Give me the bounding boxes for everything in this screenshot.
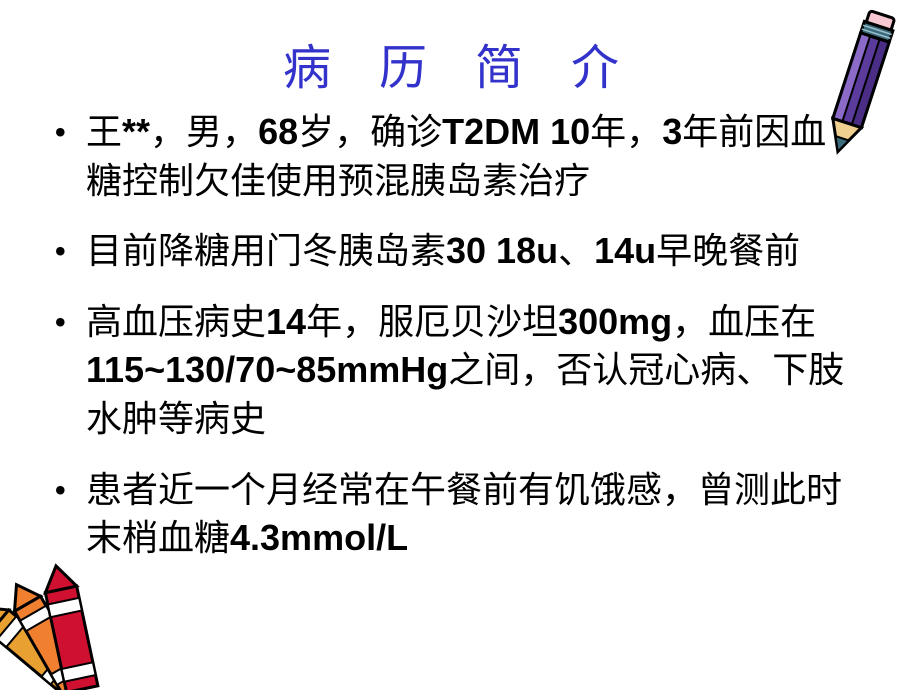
bullet-list: 王**，男，68岁，确诊T2DM 10年，3年前因血糖控制欠佳使用预混胰岛素治疗… xyxy=(0,108,920,563)
body-text: 岁，确诊 xyxy=(298,112,442,152)
slide-title: 病 历 简 介 xyxy=(0,0,920,108)
list-item: 目前降糖用门冬胰岛素30 18u、14u早晚餐前 xyxy=(40,227,850,276)
body-text: 、 xyxy=(558,231,594,271)
bold-text: ** xyxy=(122,111,150,152)
bold-text: 30 18u xyxy=(446,230,558,271)
bold-text: 4.3mmol/L xyxy=(230,517,408,558)
list-item: 王**，男，68岁，确诊T2DM 10年，3年前因血糖控制欠佳使用预混胰岛素治疗 xyxy=(40,108,850,205)
bold-text: 68 xyxy=(258,111,298,152)
bold-text: 3 xyxy=(662,111,682,152)
body-text: 年，服厄贝沙坦 xyxy=(306,302,558,342)
body-text: 王 xyxy=(86,112,122,152)
body-text: 早晚餐前 xyxy=(656,231,800,271)
body-text: ，男， xyxy=(150,112,258,152)
bold-text: 115~130/70~85mmHg xyxy=(86,349,448,390)
bold-text: T2DM 10 xyxy=(442,111,590,152)
body-text: ，血压在 xyxy=(672,302,816,342)
slide: 病 历 简 介 王**，男，68岁，确诊T2DM 10年，3年前因血糖控制欠佳使… xyxy=(0,0,920,690)
body-text: 目前降糖用门冬胰岛素 xyxy=(86,231,446,271)
bold-text: 14u xyxy=(594,230,656,271)
bold-text: 300mg xyxy=(558,301,672,342)
body-text: 患者近一个月经常在午餐前有饥饿感，曾测此时末梢血糖 xyxy=(86,470,842,559)
body-text: 高血压病史 xyxy=(86,302,266,342)
list-item: 患者近一个月经常在午餐前有饥饿感，曾测此时末梢血糖4.3mmol/L xyxy=(40,466,850,563)
body-text: 年， xyxy=(590,112,662,152)
list-item: 高血压病史14年，服厄贝沙坦300mg，血压在 115~130/70~85mmHg… xyxy=(40,298,850,444)
bold-text: 14 xyxy=(266,301,306,342)
